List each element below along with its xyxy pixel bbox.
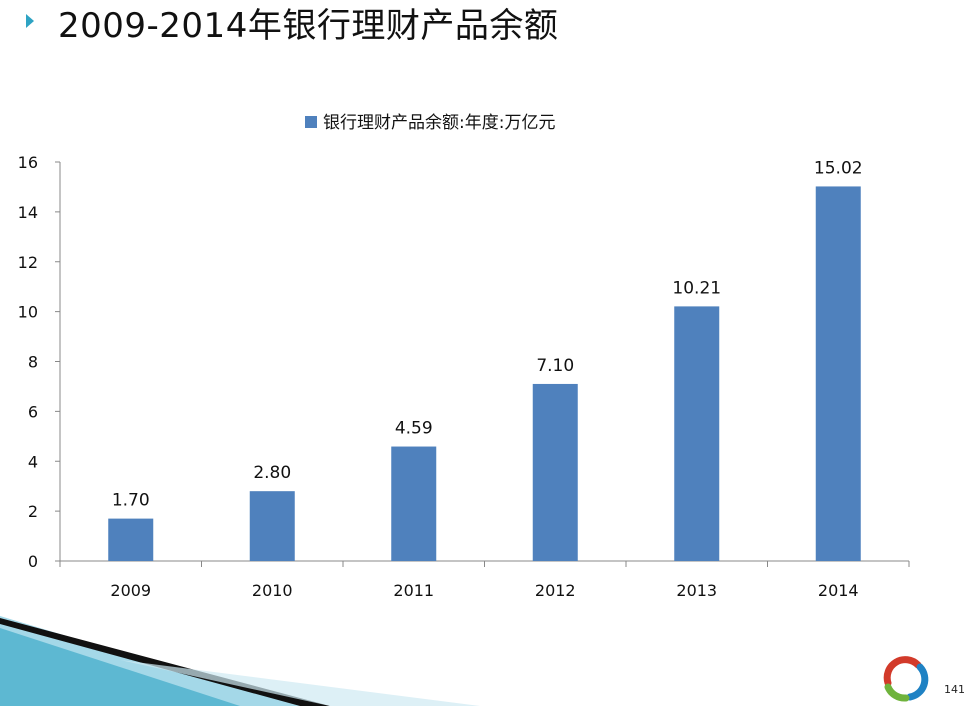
bar <box>815 186 861 561</box>
bar <box>532 383 578 561</box>
bar <box>391 446 437 561</box>
bar <box>674 306 720 561</box>
decorative-ribbon <box>0 616 480 706</box>
bar <box>249 491 295 561</box>
slide-title: 2009-2014年银行理财产品余额 <box>58 6 559 46</box>
y-tick-label: 6 <box>28 402 38 421</box>
data-label: 1.70 <box>112 491 150 511</box>
bar <box>108 518 154 561</box>
page-number: 141 <box>944 683 965 696</box>
y-tick-label: 2 <box>28 502 38 521</box>
x-tick-label: 2014 <box>818 581 859 600</box>
y-tick-label: 0 <box>28 552 38 571</box>
x-tick-label: 2013 <box>676 581 717 600</box>
y-tick-label: 16 <box>18 153 38 172</box>
y-tick-label: 12 <box>18 253 38 272</box>
data-label: 15.02 <box>814 158 863 178</box>
y-tick-label: 14 <box>18 203 38 222</box>
x-tick-label: 2012 <box>535 581 576 600</box>
title-bullet-icon <box>26 14 34 28</box>
y-tick-label: 10 <box>18 303 38 322</box>
y-tick-label: 8 <box>28 353 38 372</box>
x-tick-label: 2010 <box>252 581 293 600</box>
data-label: 7.10 <box>536 356 574 376</box>
bar-chart: 银行理财产品余额:年度:万亿元 0 2 4 6 8 10 12 14 16 1.70 2009 2.80… <box>18 113 910 600</box>
data-label: 4.59 <box>395 419 433 439</box>
legend-label: 银行理财产品余额:年度:万亿元 <box>323 113 555 133</box>
x-tick-label: 2009 <box>110 581 151 600</box>
legend-swatch <box>305 116 317 128</box>
company-logo-icon <box>883 656 929 702</box>
x-tick-label: 2011 <box>393 581 434 600</box>
y-tick-label: 4 <box>28 452 38 471</box>
data-label: 2.80 <box>253 463 291 483</box>
data-label: 10.21 <box>672 278 721 298</box>
chart-legend: 银行理财产品余额:年度:万亿元 <box>305 113 555 133</box>
slide-title-bar: 2009-2014年银行理财产品余额 <box>0 0 971 52</box>
